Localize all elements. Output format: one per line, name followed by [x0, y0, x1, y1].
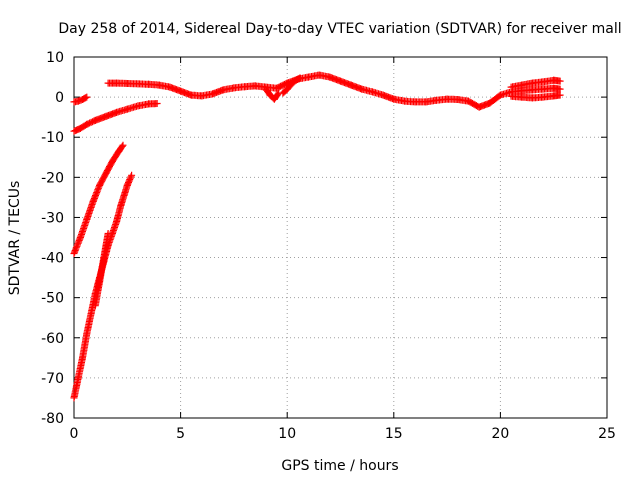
x-axis-label: GPS time / hours [281, 458, 398, 474]
x-tick-label: 20 [491, 426, 509, 442]
data-point [556, 91, 564, 99]
data-point [556, 77, 564, 85]
data-point [556, 85, 564, 93]
series-arc-3-steep-from-minus-39 [70, 141, 127, 257]
x-tick-label: 5 [176, 426, 185, 442]
y-axis-label: SDTVAR / TECUs [7, 181, 23, 296]
data-point [296, 74, 304, 82]
y-tick-label: -20 [41, 170, 64, 186]
data-point [274, 90, 282, 98]
series-arc-4-steep-from-minus-75 [70, 171, 136, 402]
series-arc-6-upper-spread [507, 76, 564, 91]
y-tick-label: -80 [41, 411, 64, 427]
data-point [104, 230, 112, 237]
y-tick-label: -10 [41, 130, 64, 146]
x-tick-label: 0 [70, 426, 79, 442]
y-tick-label: -40 [41, 251, 64, 267]
data-point [82, 219, 90, 226]
data-point [83, 93, 91, 101]
y-tick-label: -70 [41, 371, 64, 387]
data-point [153, 100, 161, 107]
grid-lines [74, 57, 607, 418]
series-arc-7-lower-spread [507, 91, 564, 102]
chart-title: Day 258 of 2014, Sidereal Day-to-day VTE… [58, 21, 621, 37]
x-tick-label: 10 [278, 426, 296, 442]
data-point [295, 75, 303, 83]
data-point [118, 142, 126, 150]
y-tick-label: 0 [55, 90, 64, 106]
y-tick-label: -30 [41, 210, 64, 226]
series-arc-8-dip-near-9 [262, 85, 283, 103]
plot-frame [73, 56, 608, 419]
data-point [128, 171, 136, 179]
series-arc-1-short-near-zero [70, 93, 91, 106]
x-tick-label: 15 [385, 426, 403, 442]
y-tick-label: 10 [46, 50, 64, 66]
y-tick-label: -50 [41, 291, 64, 307]
series-arc-2-rising-from-minus-9 [70, 100, 161, 135]
series-arc-5-main-track [104, 71, 564, 111]
data-points [70, 71, 564, 402]
y-tick-label: -60 [41, 331, 64, 347]
series-arc-4b-branch [91, 230, 112, 310]
x-tick-label: 25 [598, 426, 616, 442]
series-arc-9-rise-near-10 [279, 74, 304, 97]
data-point [119, 141, 127, 149]
axis-ticks: 0 5 10 15 20 25 10 0 -10 -20 -30 -40 -50 -60 -70 -80 [41, 50, 616, 442]
